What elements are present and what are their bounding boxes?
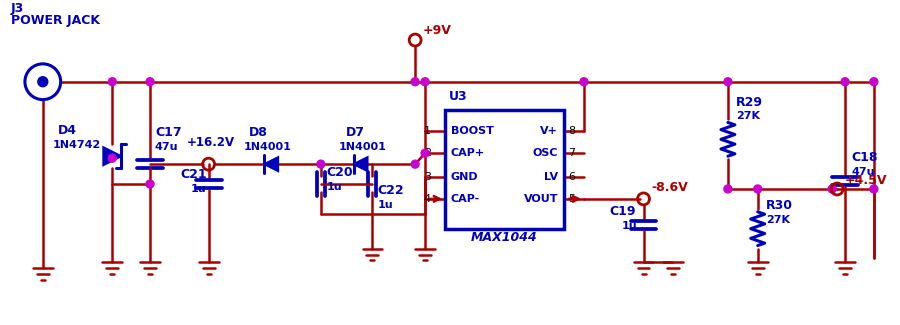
Text: -8.6V: -8.6V bbox=[652, 181, 688, 194]
Polygon shape bbox=[354, 157, 367, 171]
Text: 27K: 27K bbox=[736, 111, 760, 122]
Text: OSC: OSC bbox=[533, 148, 558, 158]
Polygon shape bbox=[265, 157, 278, 171]
Text: 1: 1 bbox=[424, 126, 431, 136]
Circle shape bbox=[828, 185, 836, 193]
Text: C18: C18 bbox=[851, 151, 878, 164]
Circle shape bbox=[724, 185, 732, 193]
Text: VOUT: VOUT bbox=[524, 194, 558, 204]
Text: CAP+: CAP+ bbox=[451, 148, 485, 158]
Text: 1N4001: 1N4001 bbox=[338, 142, 387, 152]
Text: MAX1044: MAX1044 bbox=[471, 231, 538, 244]
Text: 5: 5 bbox=[568, 194, 575, 204]
Circle shape bbox=[421, 149, 429, 157]
Circle shape bbox=[842, 78, 849, 86]
Text: 6: 6 bbox=[568, 172, 575, 182]
Text: 1u: 1u bbox=[327, 182, 342, 192]
Text: R29: R29 bbox=[736, 96, 763, 109]
Circle shape bbox=[317, 160, 325, 168]
Text: 1N4001: 1N4001 bbox=[243, 142, 292, 152]
Text: U3: U3 bbox=[449, 90, 467, 103]
Circle shape bbox=[108, 78, 116, 86]
Text: +4.5V: +4.5V bbox=[845, 174, 887, 187]
Text: J3: J3 bbox=[11, 2, 24, 15]
Text: C19: C19 bbox=[610, 205, 636, 218]
Text: 8: 8 bbox=[568, 126, 575, 136]
Text: 1N4742: 1N4742 bbox=[53, 140, 101, 150]
Text: GND: GND bbox=[451, 172, 479, 182]
Circle shape bbox=[870, 185, 878, 193]
Circle shape bbox=[108, 154, 116, 162]
Text: V+: V+ bbox=[540, 126, 558, 136]
FancyBboxPatch shape bbox=[445, 110, 564, 229]
Text: CAP-: CAP- bbox=[451, 194, 480, 204]
Text: D8: D8 bbox=[249, 126, 268, 139]
Circle shape bbox=[421, 78, 429, 86]
Circle shape bbox=[146, 180, 154, 188]
Text: 47u: 47u bbox=[851, 167, 875, 177]
Text: 1u: 1u bbox=[622, 221, 637, 231]
Text: LV: LV bbox=[544, 172, 558, 182]
Circle shape bbox=[870, 78, 878, 86]
Text: 27K: 27K bbox=[766, 215, 789, 225]
Circle shape bbox=[724, 78, 732, 86]
Text: 7: 7 bbox=[568, 148, 575, 158]
Text: +16.2V: +16.2V bbox=[187, 136, 235, 149]
Polygon shape bbox=[104, 147, 122, 165]
Text: POWER JACK: POWER JACK bbox=[11, 14, 100, 27]
Circle shape bbox=[753, 185, 761, 193]
Text: C22: C22 bbox=[377, 184, 404, 197]
Circle shape bbox=[580, 78, 588, 86]
Text: R30: R30 bbox=[766, 199, 793, 212]
Text: D4: D4 bbox=[58, 124, 76, 137]
Text: 2: 2 bbox=[424, 148, 431, 158]
Text: C20: C20 bbox=[327, 166, 354, 179]
Text: 1u: 1u bbox=[377, 200, 393, 210]
Text: C17: C17 bbox=[155, 126, 182, 139]
Circle shape bbox=[411, 78, 419, 86]
Text: 3: 3 bbox=[424, 172, 431, 182]
Circle shape bbox=[146, 78, 154, 86]
Text: D7: D7 bbox=[346, 126, 365, 139]
Text: 4: 4 bbox=[424, 194, 431, 204]
Text: +9V: +9V bbox=[423, 24, 452, 37]
Text: 47u: 47u bbox=[155, 142, 178, 152]
Text: BOOST: BOOST bbox=[451, 126, 494, 136]
Text: 1u: 1u bbox=[191, 184, 206, 194]
Text: C21: C21 bbox=[181, 168, 207, 181]
Circle shape bbox=[38, 77, 48, 87]
Circle shape bbox=[411, 160, 419, 168]
